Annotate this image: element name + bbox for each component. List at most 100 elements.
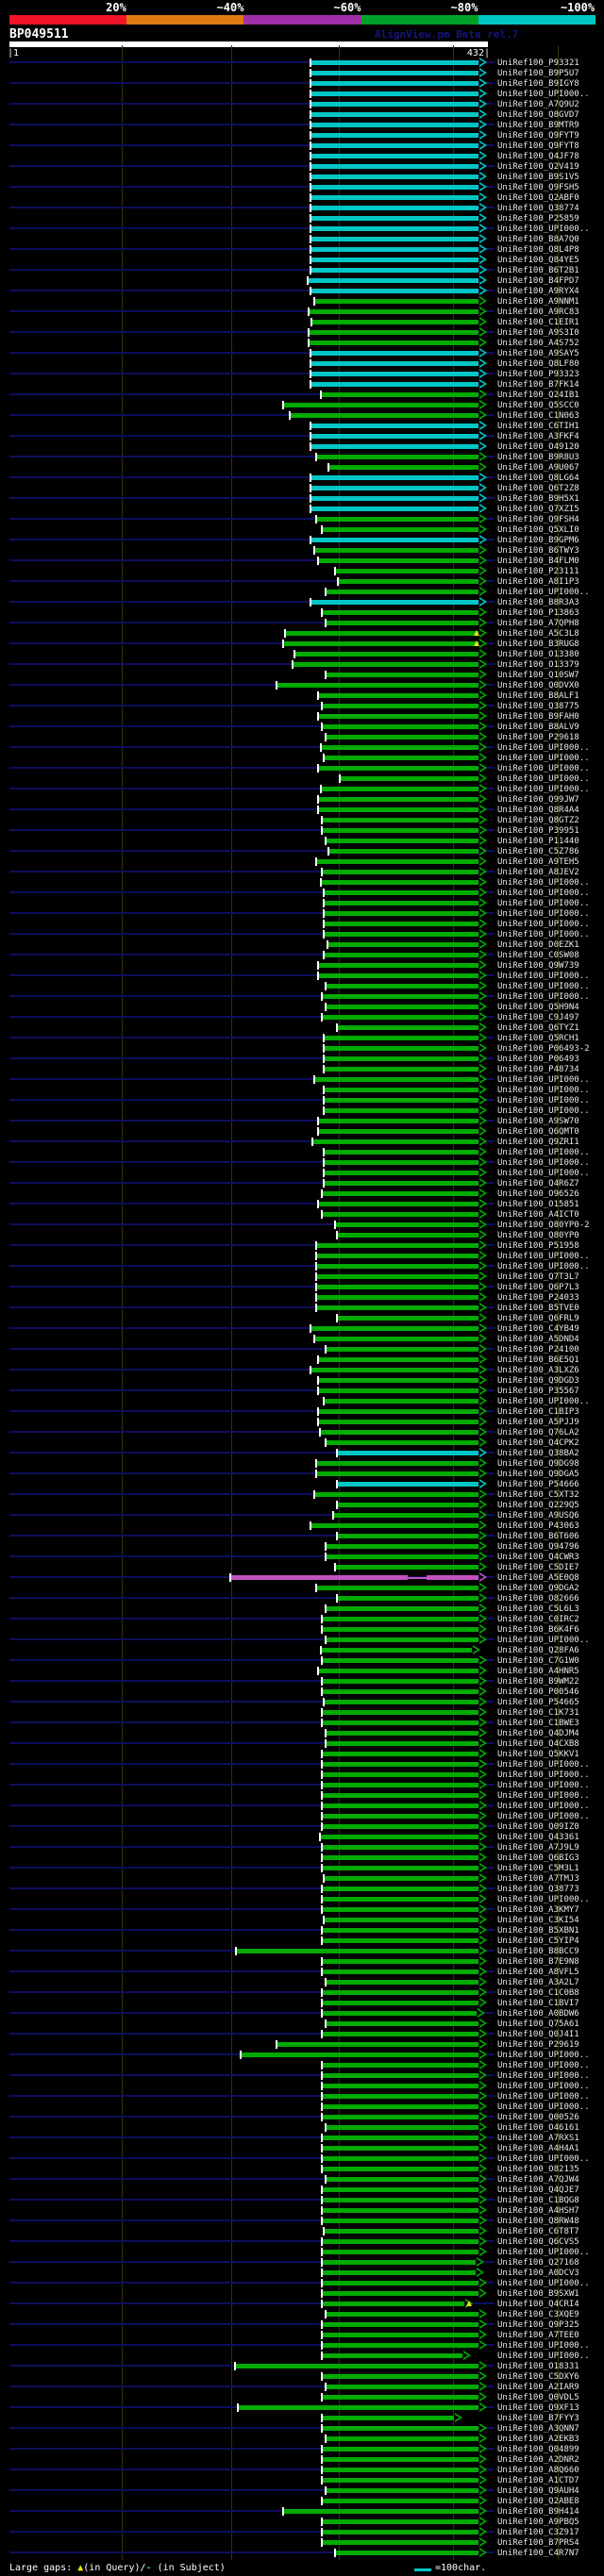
hit-label[interactable]: UniRef100_P51958 — [497, 1241, 579, 1251]
alignment-row[interactable]: UniRef100_C0IRC2 — [0, 1614, 604, 1624]
hit-label[interactable]: UniRef100_UPI000.. — [497, 909, 590, 919]
alignment-row[interactable]: UniRef100_B7FYY3 — [0, 2413, 604, 2423]
hit-label[interactable]: UniRef100_Q9DGD3 — [497, 1376, 579, 1386]
hit-label[interactable]: UniRef100_B6T606 — [497, 1532, 579, 1541]
alignment-row[interactable]: UniRef100_Q5SCC0 — [0, 400, 604, 410]
alignment-row[interactable]: UniRef100_Q4CRI4 — [0, 2299, 604, 2309]
hit-label[interactable]: UniRef100_B6K4F6 — [497, 1625, 579, 1635]
hit-label[interactable]: UniRef100_C5DIE7 — [497, 1563, 579, 1572]
alignment-row[interactable]: UniRef100_UPI000.. — [0, 2060, 604, 2070]
alignment-row[interactable]: UniRef100_Q9W739 — [0, 960, 604, 971]
hit-label[interactable]: UniRef100_C1N063 — [497, 411, 579, 421]
hit-label[interactable]: UniRef100_UPI000.. — [497, 1760, 590, 1770]
hit-label[interactable]: UniRef100_UPI000.. — [497, 930, 590, 939]
alignment-row[interactable]: UniRef100_C5Z786 — [0, 846, 604, 856]
alignment-row[interactable]: UniRef100_Q6T2Z8 — [0, 483, 604, 493]
hit-label[interactable]: UniRef100_B9P5U7 — [497, 69, 579, 78]
hit-label[interactable]: UniRef100_B8R3A3 — [497, 598, 579, 607]
alignment-row[interactable]: UniRef100_UPI000.. — [0, 877, 604, 888]
hit-label[interactable]: UniRef100_Q7T3L7 — [497, 1272, 579, 1282]
alignment-row[interactable]: UniRef100_UPI000.. — [0, 929, 604, 939]
alignment-row[interactable]: UniRef100_Q94796 — [0, 1541, 604, 1552]
alignment-row[interactable]: UniRef100_UPI000.. — [0, 1085, 604, 1095]
alignment-row[interactable]: UniRef100_UPI000.. — [0, 763, 604, 773]
alignment-row[interactable]: UniRef100_B6K4F6 — [0, 1624, 604, 1635]
alignment-row[interactable]: UniRef100_A4HSH7 — [0, 2205, 604, 2216]
hit-label[interactable]: UniRef100_UPI000.. — [497, 1096, 590, 1105]
hit-label[interactable]: UniRef100_A8I1P3 — [497, 577, 579, 587]
alignment-row[interactable]: UniRef100_A9USQ6 — [0, 1510, 604, 1521]
hit-label[interactable]: UniRef100_O13380 — [497, 650, 579, 659]
hit-label[interactable]: UniRef100_P23111 — [497, 567, 579, 576]
alignment-row[interactable]: UniRef100_A9TEH5 — [0, 856, 604, 867]
hit-label[interactable]: UniRef100_Q6CVS5 — [497, 2237, 579, 2247]
hit-label[interactable]: UniRef100_Q6TYZ1 — [497, 1023, 579, 1033]
alignment-row[interactable]: UniRef100_C4R7N7 — [0, 2548, 604, 2558]
hit-label[interactable]: UniRef100_B7FK14 — [497, 380, 579, 390]
hit-label[interactable]: UniRef100_B9IGY8 — [497, 79, 579, 89]
hit-label[interactable]: UniRef100_O15851 — [497, 1200, 579, 1209]
alignment-row[interactable]: UniRef100_Q6TYZ1 — [0, 1022, 604, 1033]
alignment-row[interactable]: UniRef100_P51958 — [0, 1240, 604, 1251]
hit-label[interactable]: UniRef100_A9NNM1 — [497, 297, 579, 307]
alignment-row[interactable]: UniRef100_Q9DGA5 — [0, 1469, 604, 1479]
alignment-row[interactable]: UniRef100_Q9ZRI1 — [0, 1137, 604, 1147]
alignment-row[interactable]: UniRef100_UPI000.. — [0, 784, 604, 794]
hit-label[interactable]: UniRef100_Q9FSH5 — [497, 183, 579, 192]
alignment-row[interactable]: UniRef100_B4FLM0 — [0, 556, 604, 566]
alignment-row[interactable]: UniRef100_P23111 — [0, 566, 604, 576]
hit-label[interactable]: UniRef100_Q27168 — [497, 2258, 579, 2268]
hit-label[interactable]: UniRef100_Q10SW7 — [497, 671, 579, 680]
hit-label[interactable]: UniRef100_UPI000.. — [497, 2279, 590, 2288]
alignment-row[interactable]: UniRef100_Q0VDL5 — [0, 2392, 604, 2402]
hit-label[interactable]: UniRef100_A2IAR9 — [497, 2383, 579, 2392]
alignment-row[interactable]: UniRef100_Q9P325 — [0, 2319, 604, 2330]
alignment-row[interactable]: UniRef100_O82666 — [0, 1593, 604, 1604]
hit-label[interactable]: UniRef100_A3FKF4 — [497, 432, 579, 441]
alignment-row[interactable]: UniRef100_Q9DGD3 — [0, 1375, 604, 1386]
alignment-row[interactable]: UniRef100_B9MTR9 — [0, 120, 604, 130]
hit-label[interactable]: UniRef100_Q94796 — [497, 1542, 579, 1552]
hit-label[interactable]: UniRef100_A4H4A1 — [497, 2144, 579, 2153]
hit-label[interactable]: UniRef100_O46161 — [497, 2123, 579, 2133]
hit-label[interactable]: UniRef100_B8ALV9 — [497, 723, 579, 732]
hit-label[interactable]: UniRef100_UPI000.. — [497, 2341, 590, 2351]
alignment-row[interactable]: UniRef100_UPI000.. — [0, 1894, 604, 1904]
hit-label[interactable]: UniRef100_Q0VDL5 — [497, 2393, 579, 2402]
alignment-row[interactable]: UniRef100_Q4QJE7 — [0, 2185, 604, 2195]
alignment-row[interactable]: UniRef100_Q9AUH4 — [0, 2485, 604, 2496]
alignment-row[interactable]: UniRef100_C1BIP3 — [0, 1406, 604, 1417]
alignment-row[interactable]: UniRef100_B5XBN1 — [0, 1925, 604, 1936]
alignment-row[interactable]: UniRef100_B8A7Q0 — [0, 234, 604, 244]
alignment-row[interactable]: UniRef100_A8Q660 — [0, 2465, 604, 2475]
alignment-row[interactable]: UniRef100_Q8LG64 — [0, 473, 604, 483]
hit-label[interactable]: UniRef100_A8VFL5 — [497, 1968, 579, 1977]
hit-label[interactable]: UniRef100_P13863 — [497, 608, 579, 618]
hit-label[interactable]: UniRef100_A8JEV2 — [497, 868, 579, 877]
alignment-row[interactable]: UniRef100_A7TMJ3 — [0, 1873, 604, 1884]
alignment-row[interactable]: UniRef100_Q24IB1 — [0, 390, 604, 400]
hit-label[interactable]: UniRef100_C6TIH1 — [497, 422, 579, 431]
alignment-row[interactable]: UniRef100_B9WM22 — [0, 1676, 604, 1687]
alignment-row[interactable]: UniRef100_UPI000.. — [0, 1074, 604, 1085]
hit-label[interactable]: UniRef100_A9SW70 — [497, 1117, 579, 1126]
alignment-row[interactable]: UniRef100_B9FAH0 — [0, 711, 604, 722]
alignment-row[interactable]: UniRef100_C7G1W0 — [0, 1655, 604, 1666]
hit-label[interactable]: UniRef100_P54665 — [497, 1698, 579, 1707]
hit-label[interactable]: UniRef100_UPI000.. — [497, 2102, 590, 2112]
alignment-row[interactable]: UniRef100_A7TEE0 — [0, 2330, 604, 2340]
hit-label[interactable]: UniRef100_A7Q9U2 — [497, 100, 579, 109]
hit-label[interactable]: UniRef100_Q84YE5 — [497, 256, 579, 265]
hit-label[interactable]: UniRef100_O18331 — [497, 2362, 579, 2371]
hit-label[interactable]: UniRef100_P39951 — [497, 826, 579, 836]
alignment-row[interactable]: UniRef100_Q8RW48 — [0, 2216, 604, 2226]
alignment-row[interactable]: UniRef100_UPI000.. — [0, 1168, 604, 1178]
alignment-row[interactable]: UniRef100_Q28FA6 — [0, 1645, 604, 1655]
alignment-row[interactable]: UniRef100_B8ALV9 — [0, 722, 604, 732]
alignment-row[interactable]: UniRef100_C6TIH1 — [0, 421, 604, 431]
alignment-row[interactable]: UniRef100_P93321 — [0, 58, 604, 68]
hit-label[interactable]: UniRef100_B7FYY3 — [497, 2414, 579, 2423]
alignment-row[interactable]: UniRef100_UPI000.. — [0, 773, 604, 784]
hit-label[interactable]: UniRef100_C4R7N7 — [497, 2549, 579, 2558]
hit-label[interactable]: UniRef100_Q7XZI5 — [497, 505, 579, 514]
